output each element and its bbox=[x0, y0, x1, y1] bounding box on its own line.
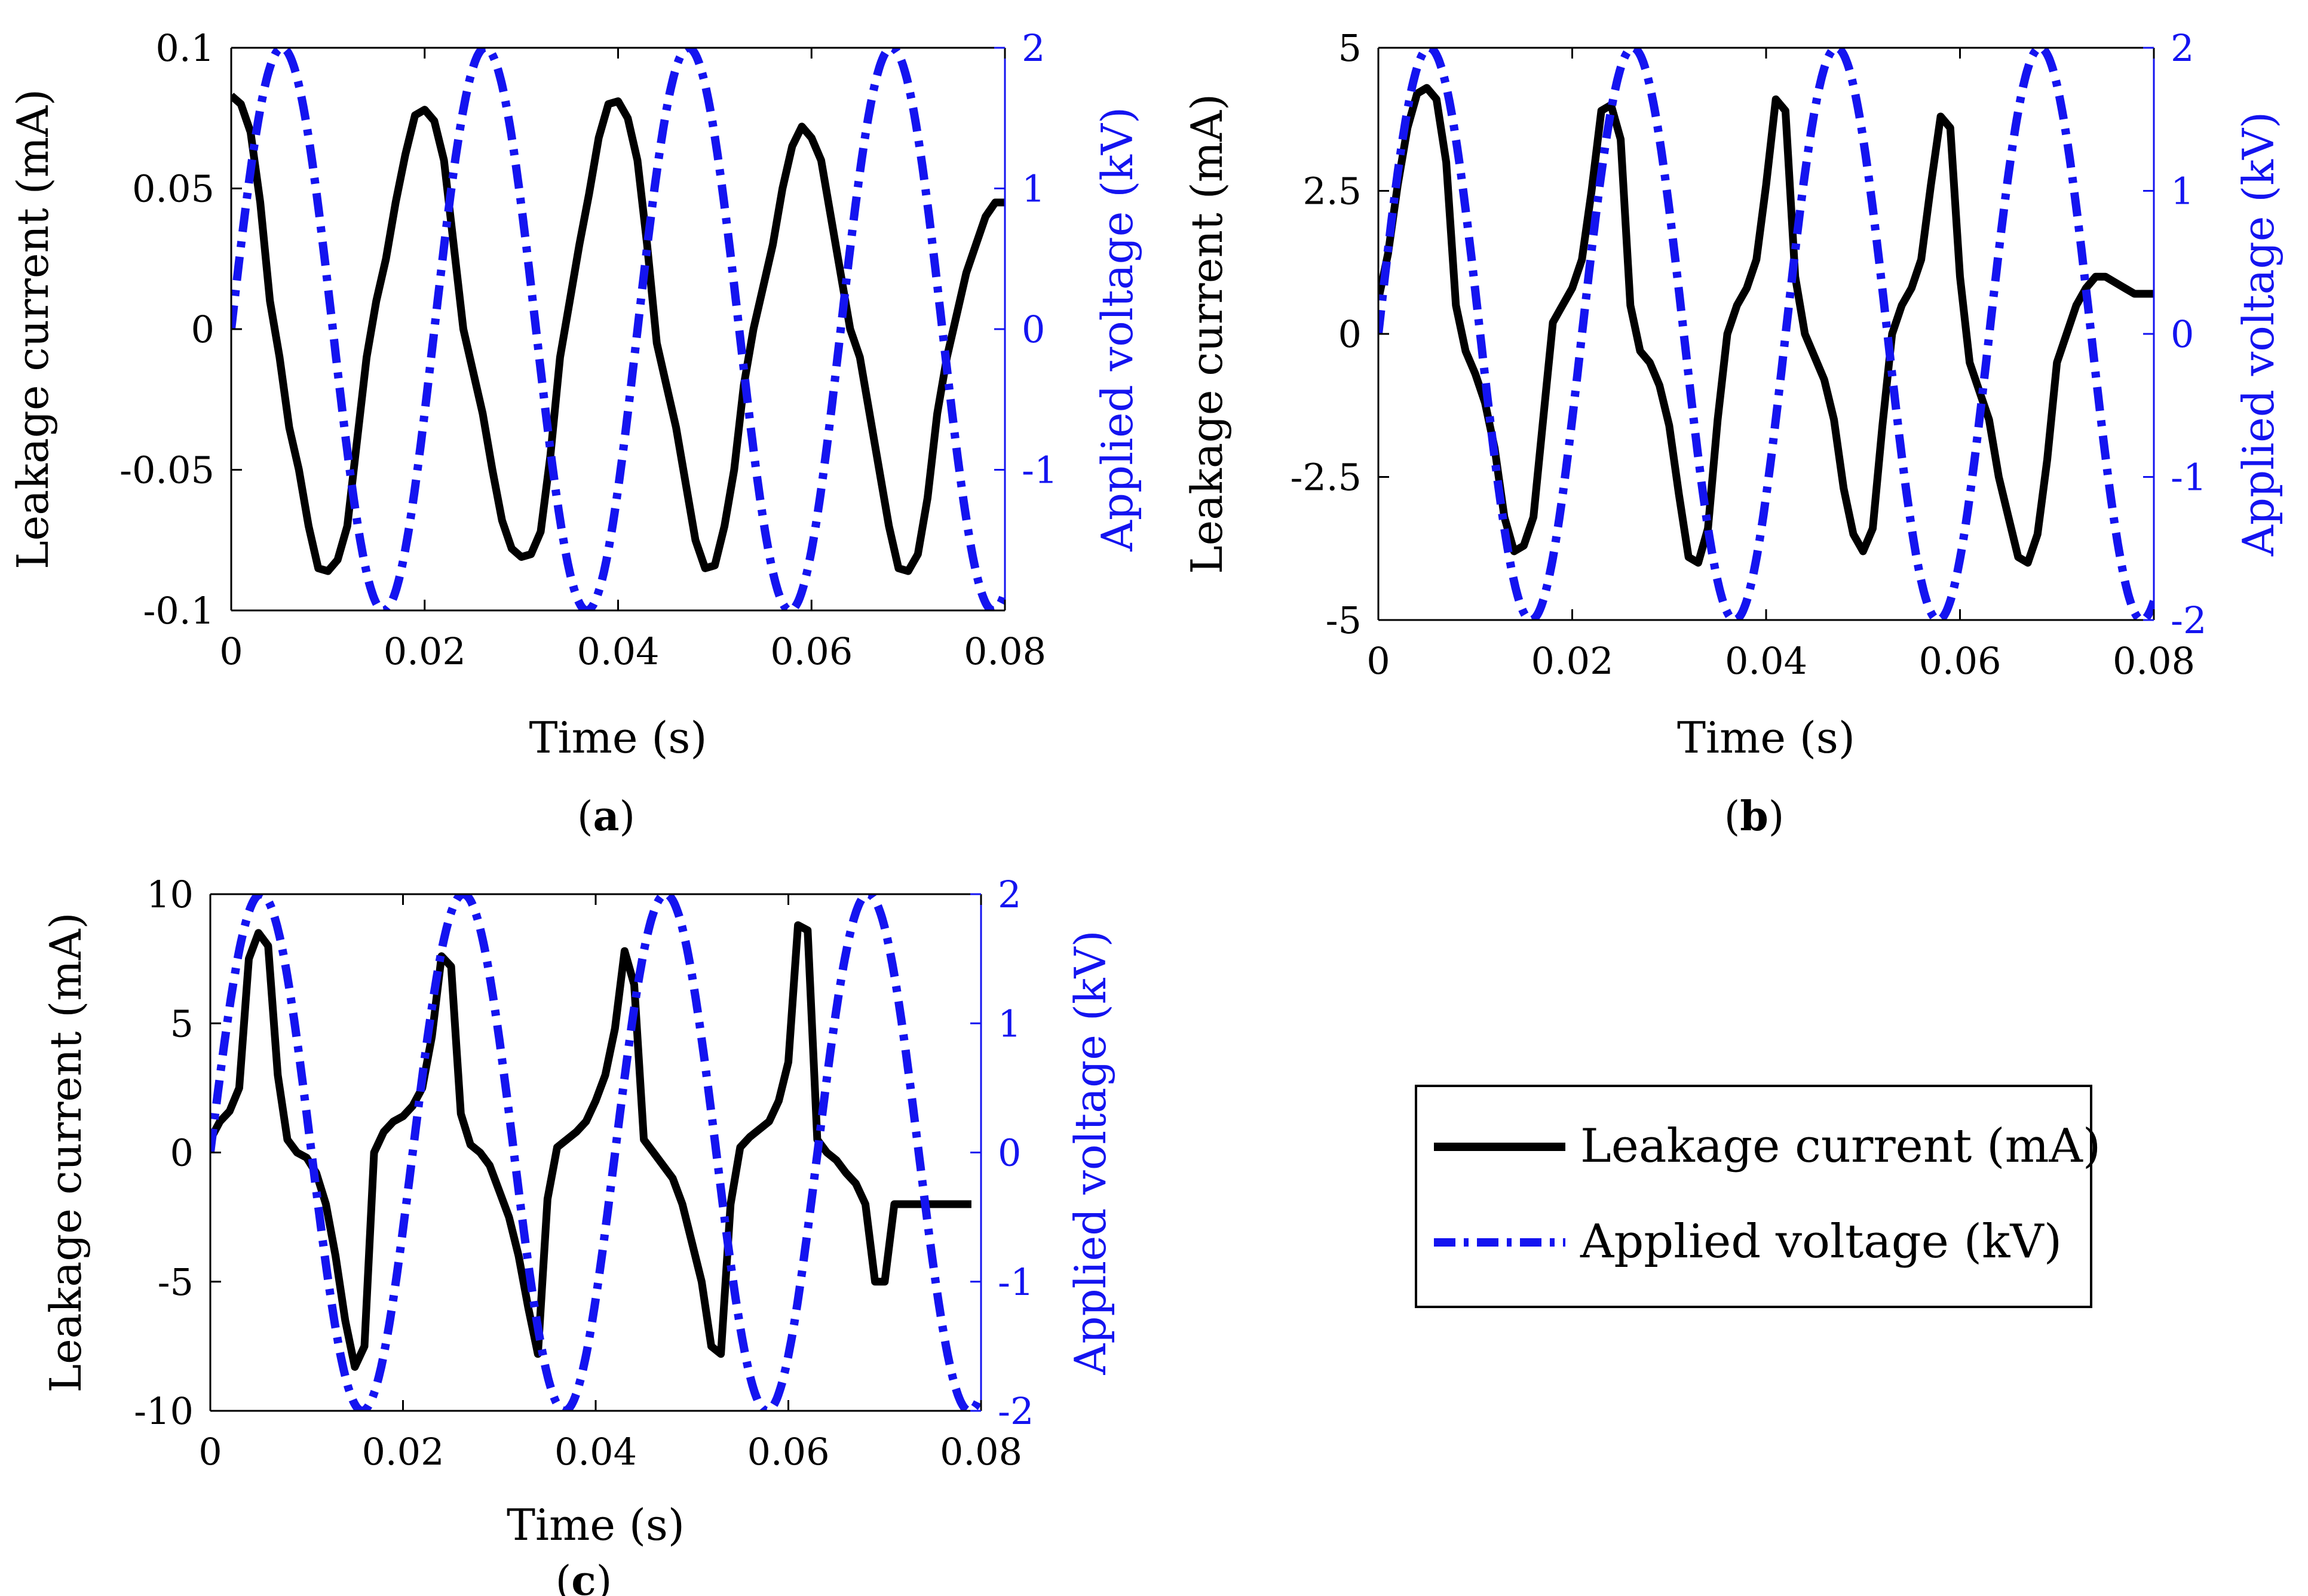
c-x-tick-label: 0 bbox=[198, 1430, 222, 1474]
c-y-left-tick-label: -10 bbox=[134, 1389, 194, 1433]
b-leakage-series-line bbox=[1378, 84, 2154, 567]
c-y-left-axis-label: Leakage current (mA) bbox=[41, 912, 91, 1392]
b-x-tick-label: 0.02 bbox=[1531, 639, 1613, 683]
c-y-left-tick-label: -5 bbox=[158, 1260, 194, 1304]
a-y-left-tick-label: 0 bbox=[191, 308, 214, 351]
c-x-tick-label: 0.08 bbox=[940, 1430, 1022, 1474]
c-x-axis-label: Time (s) bbox=[507, 1500, 685, 1550]
c-x-tick-label: 0.04 bbox=[554, 1430, 637, 1474]
legend-voltage-label: Applied voltage (kV) bbox=[1580, 1215, 2062, 1269]
a-y-right-tick-label: -1 bbox=[1022, 449, 1058, 492]
c-y-left-tick-label: 10 bbox=[146, 873, 194, 916]
a-panel-label-close: ) bbox=[620, 793, 636, 840]
a-x-tick-label: 0.04 bbox=[577, 630, 659, 673]
c-y-right-tick-label: -2 bbox=[998, 1389, 1034, 1433]
a-voltage-series-line bbox=[231, 48, 1005, 610]
a-y-left-tick-label: 0.05 bbox=[132, 167, 214, 211]
b-y-right-tick-label: -1 bbox=[2171, 456, 2206, 499]
a-x-tick-label: 0.08 bbox=[964, 630, 1046, 673]
legend-leakage-label: Leakage current (mA) bbox=[1580, 1119, 2101, 1173]
c-x-tick-label: 0.02 bbox=[361, 1430, 444, 1474]
c-x-tick-label: 0.06 bbox=[747, 1430, 829, 1474]
c-y-right-tick-label: 2 bbox=[998, 873, 1021, 916]
c-y-right-axis-label: Applied voltage (kV) bbox=[1065, 930, 1115, 1375]
a-x-axis-label: Time (s) bbox=[529, 713, 707, 763]
b-voltage-series-line bbox=[1378, 48, 2154, 620]
panel-b-chart: 0 0.02 0.04 0.06 0.08 -5 -2.5 0 2.5 5 -2 -1 0 1 2 Time … bbox=[1182, 26, 2284, 840]
b-y-right-tick-label: -2 bbox=[2171, 598, 2206, 642]
b-x-tick-label: 0.08 bbox=[2113, 639, 2195, 683]
a-y-left-tick-label: -0.1 bbox=[143, 589, 214, 633]
c-y-left-tick-label: 5 bbox=[170, 1002, 194, 1045]
panel-a-chart: 0 0.02 0.04 0.06 0.08 -0.1 -0.05 0 0.05 0.1 -1 0 1 2 T… bbox=[8, 26, 1142, 840]
b-panel-label-close: ) bbox=[1768, 793, 1785, 840]
c-y-right-tick-label: -1 bbox=[998, 1260, 1034, 1304]
a-y-right-tick-label: 0 bbox=[1022, 308, 1045, 351]
legend: Leakage current (mA) Applied voltage (kV… bbox=[1415, 1085, 2101, 1308]
legend-box bbox=[1415, 1085, 2092, 1308]
c-voltage-series-line bbox=[210, 894, 981, 1411]
b-y-right-axis-label: Applied voltage (kV) bbox=[2233, 112, 2284, 557]
b-y-left-tick-label: -5 bbox=[1326, 598, 1362, 642]
c-y-right-tick-label: 1 bbox=[998, 1002, 1021, 1045]
b-x-tick-label: 0 bbox=[1366, 639, 1390, 683]
c-y-right-tick-label: 0 bbox=[998, 1131, 1021, 1175]
c-panel-label-letter: c bbox=[571, 1557, 596, 1596]
c-y-left-tick-label: 0 bbox=[170, 1131, 194, 1175]
b-y-left-axis-label: Leakage current (mA) bbox=[1182, 94, 1232, 574]
a-y-left-tick-label: 0.1 bbox=[155, 26, 214, 70]
b-x-tick-label: 0.04 bbox=[1725, 639, 1807, 683]
a-y-left-axis-label: Leakage current (mA) bbox=[8, 89, 58, 569]
c-panel-label-close: ) bbox=[596, 1558, 612, 1596]
a-y-left-tick-label: -0.05 bbox=[119, 449, 214, 492]
b-y-right-tick-label: 0 bbox=[2171, 312, 2194, 356]
b-y-left-tick-label: -2.5 bbox=[1290, 456, 1362, 499]
b-y-left-tick-label: 0 bbox=[1338, 312, 1362, 356]
c-leakage-series-line bbox=[210, 921, 971, 1371]
b-y-left-tick-label: 2.5 bbox=[1302, 170, 1362, 213]
b-x-axis-label: Time (s) bbox=[1677, 713, 1855, 763]
a-x-tick-label: 0 bbox=[219, 630, 243, 673]
a-y-right-tick-label: 1 bbox=[1022, 167, 1045, 211]
b-panel-label: (b) bbox=[1724, 793, 1785, 840]
a-x-tick-label: 0.06 bbox=[770, 630, 853, 673]
b-y-right-tick-label: 2 bbox=[2171, 26, 2194, 70]
b-y-left-tick-label: 5 bbox=[1338, 26, 1362, 70]
b-y-right-tick-label: 1 bbox=[2171, 170, 2194, 213]
c-panel-label: (c) bbox=[556, 1557, 612, 1596]
a-leakage-series-line bbox=[231, 93, 1005, 575]
a-panel-label-letter: a bbox=[593, 793, 619, 840]
c-panel-label-open: ( bbox=[556, 1558, 572, 1596]
b-panel-label-letter: b bbox=[1740, 793, 1768, 840]
a-y-right-axis-label: Applied voltage (kV) bbox=[1092, 107, 1142, 552]
a-panel-label: (a) bbox=[577, 793, 635, 840]
a-x-tick-label: 0.02 bbox=[384, 630, 466, 673]
a-y-right-tick-label: 2 bbox=[1022, 26, 1045, 70]
b-panel-label-open: ( bbox=[1724, 793, 1740, 840]
b-x-tick-label: 0.06 bbox=[1918, 639, 2001, 683]
a-panel-label-open: ( bbox=[577, 793, 593, 840]
